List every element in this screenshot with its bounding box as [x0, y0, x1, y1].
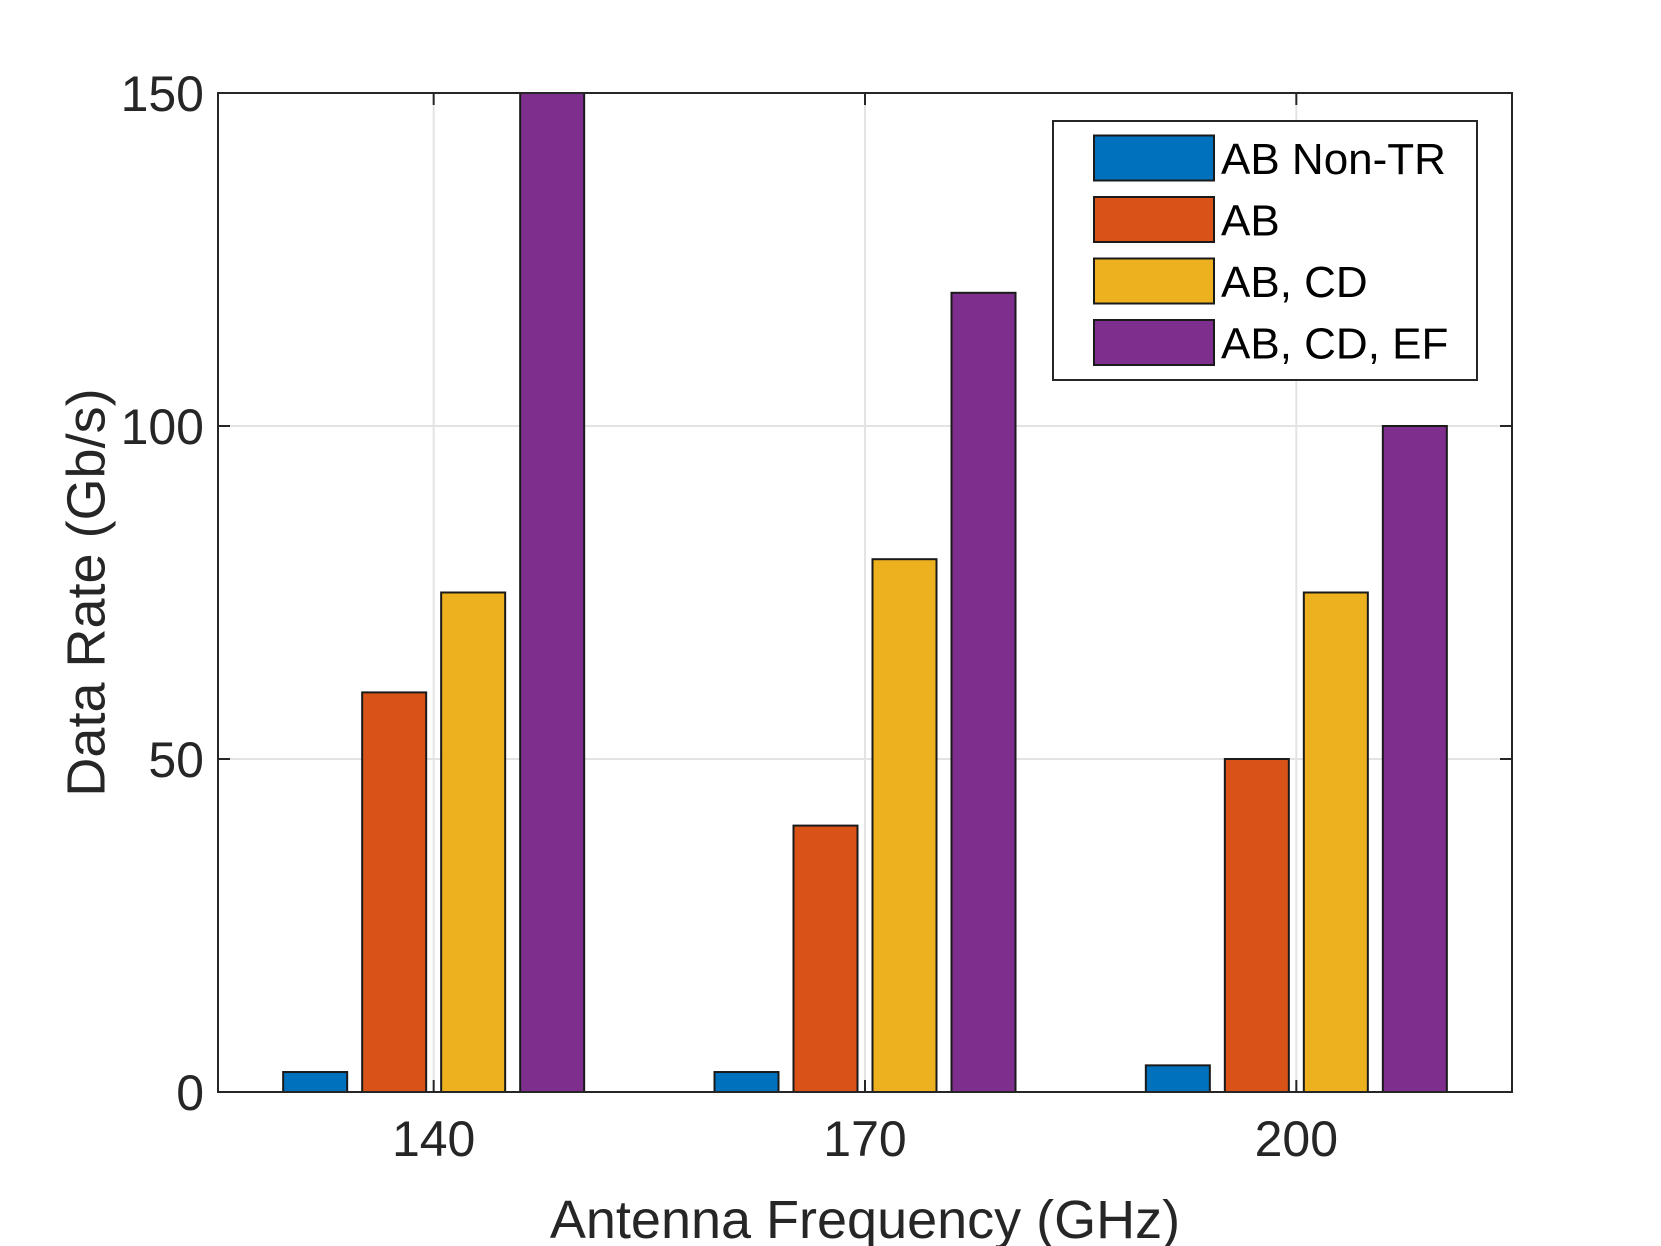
y-tick-label: 100 [121, 399, 204, 455]
y-axis-label: Data Rate (Gb/s) [56, 388, 116, 796]
x-tick-label: 200 [1255, 1111, 1338, 1167]
bar-ab-cd-200 [1302, 591, 1369, 1093]
bar-ab-cd-170 [871, 558, 938, 1093]
x-tick-label: 170 [823, 1111, 906, 1167]
legend: AB Non-TR AB AB, CD AB, CD, EF [1052, 120, 1478, 381]
axis-ticks [218, 92, 1512, 1093]
bar-ab-non-tr-170 [713, 1071, 780, 1094]
legend-label: AB, CD [1221, 258, 1368, 307]
legend-swatch [1093, 257, 1215, 305]
bar-ab-non-tr-200 [1144, 1064, 1211, 1093]
bar-ab-140 [361, 691, 428, 1094]
bar-ab-non-tr-140 [282, 1071, 349, 1094]
bar-ab-170 [792, 824, 859, 1093]
legend-label: AB Non-TR [1221, 135, 1446, 184]
legend-label: AB, CD, EF [1221, 320, 1448, 369]
x-axis-label: Antenna Frequency (GHz) [550, 1190, 1180, 1246]
bar-ab-cd-ef-200 [1381, 425, 1448, 1093]
bar-ab-cd-ef-140 [519, 92, 586, 1093]
y-tick-label: 50 [148, 732, 204, 788]
y-tick-label: 150 [121, 66, 204, 122]
legend-swatch [1093, 319, 1215, 366]
legend-swatch [1093, 134, 1215, 182]
y-tick-label: 0 [176, 1065, 204, 1121]
bar-ab-200 [1223, 758, 1290, 1093]
bars [282, 92, 1448, 1094]
y-axis-tick-labels: 0 50 100 150 [121, 66, 204, 1121]
bar-ab-cd-140 [440, 591, 507, 1093]
bar-ab-cd-ef-170 [950, 291, 1017, 1093]
x-tick-label: 140 [392, 1111, 475, 1167]
legend-swatch [1093, 196, 1215, 243]
x-axis-tick-labels: 140 170 200 [392, 1111, 1338, 1167]
legend-label: AB [1221, 197, 1280, 246]
